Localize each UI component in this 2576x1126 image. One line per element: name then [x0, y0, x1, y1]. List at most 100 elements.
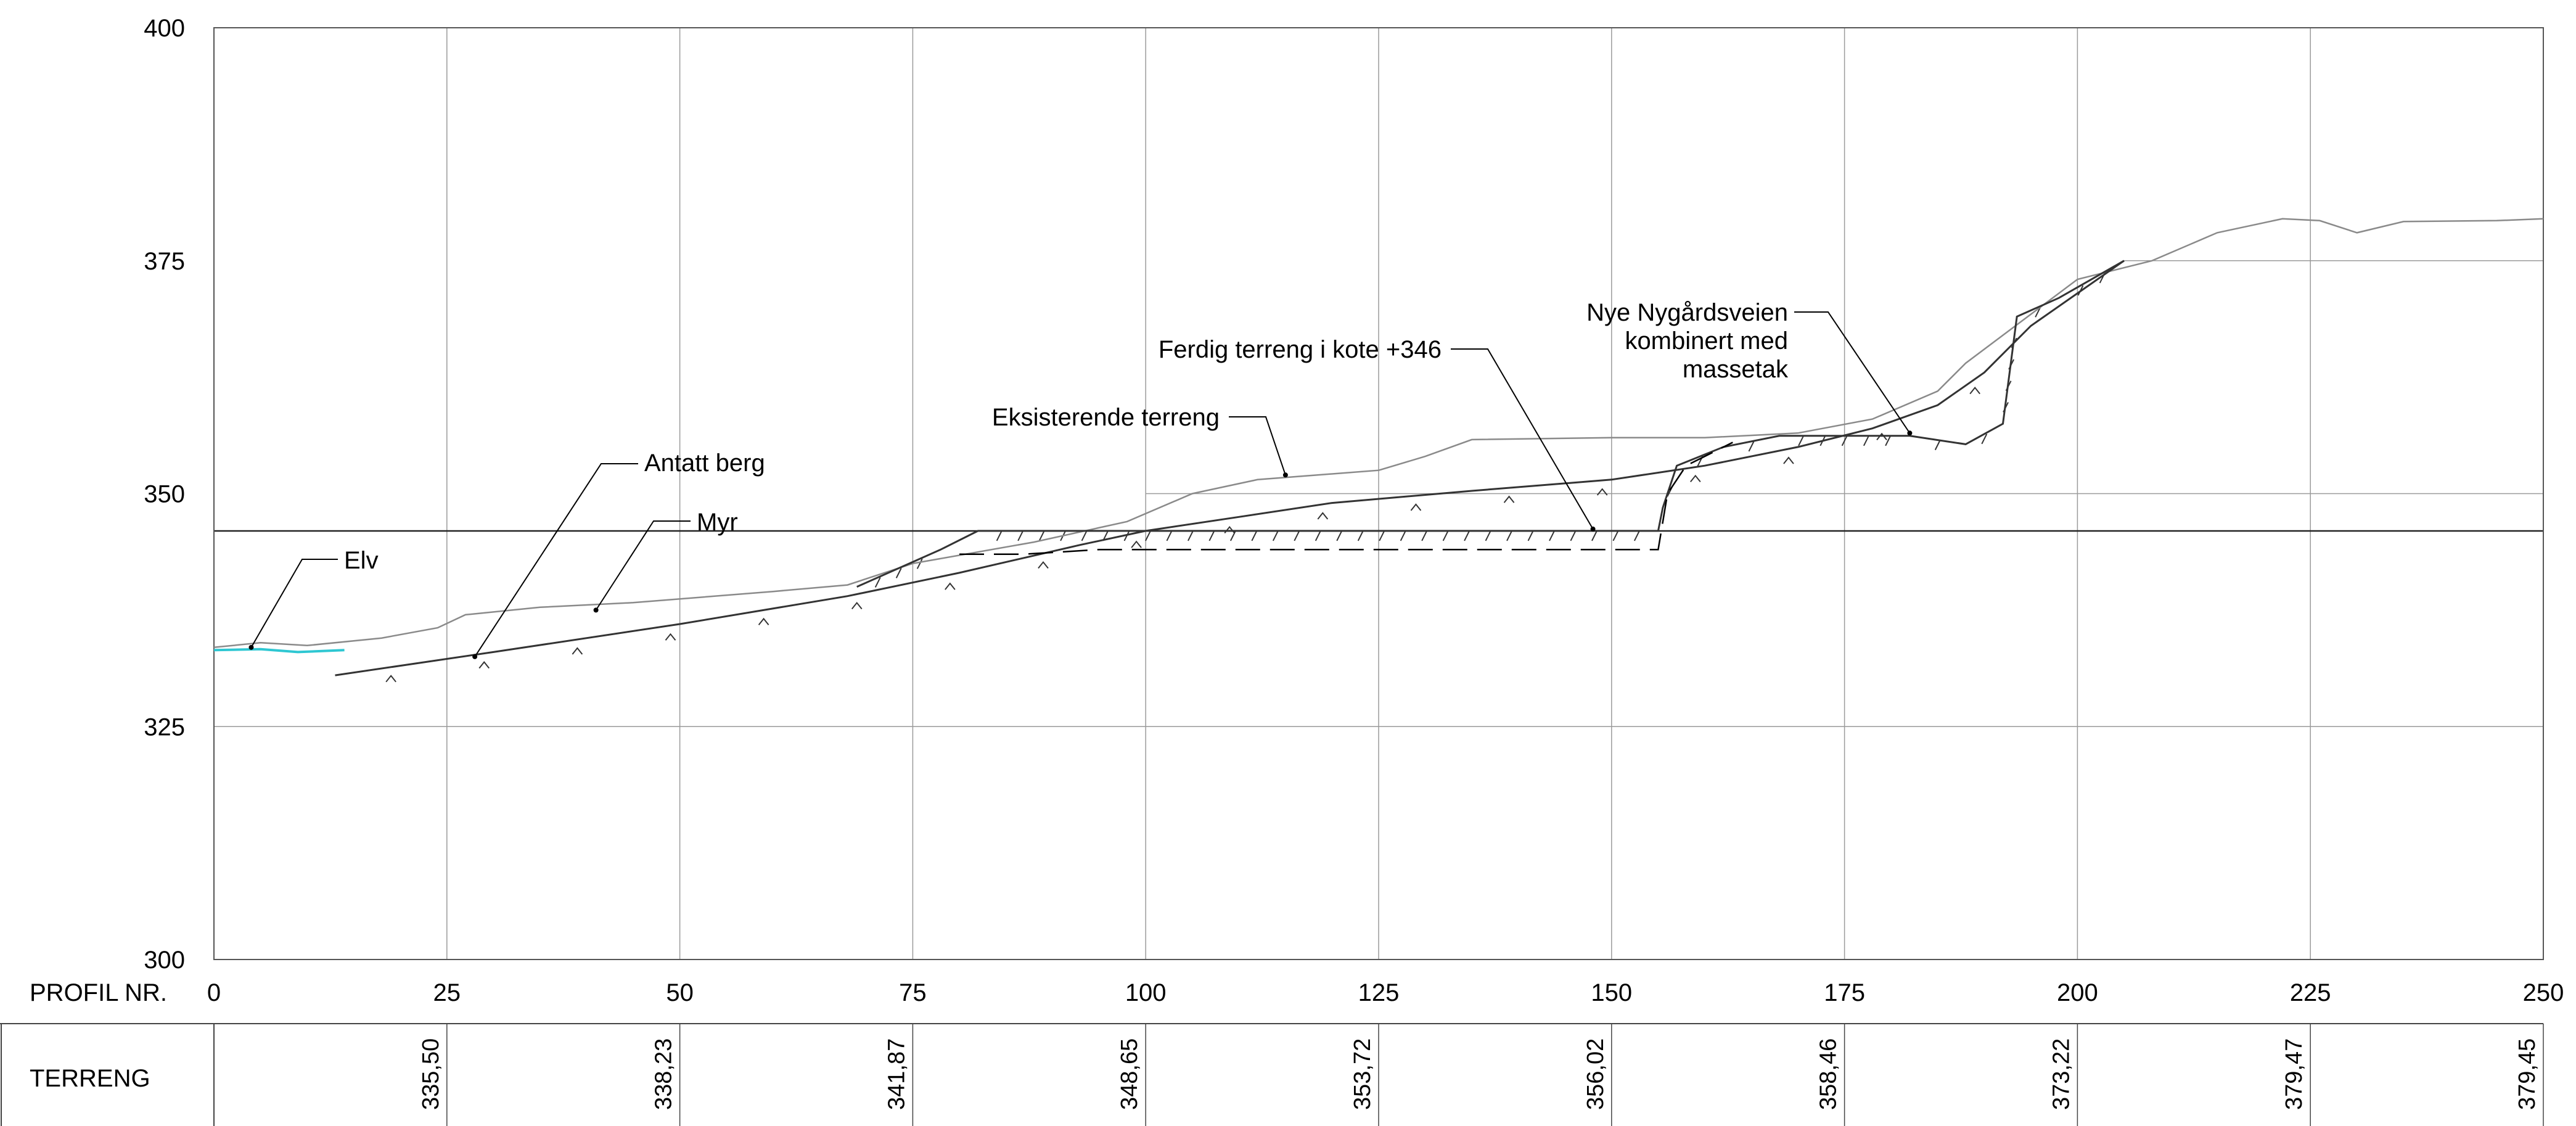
rock-symbol: [1690, 474, 1701, 483]
x-tick-label: 200: [2057, 979, 2098, 1006]
terrain-value: 379,47: [2281, 1038, 2307, 1110]
hatch-mark: [1798, 435, 1804, 446]
x-tick-label: 125: [1358, 979, 1400, 1006]
terrain-value: 373,22: [2048, 1038, 2074, 1110]
leader-eksisterende: [1229, 416, 1286, 475]
terrain-table: [0, 1023, 2544, 1126]
hatch-mark: [1885, 435, 1892, 446]
x-tick-label: 150: [1591, 979, 1632, 1006]
hatch-mark: [874, 577, 881, 588]
series-rock_line: [335, 260, 2125, 676]
leader-antatt_berg: [474, 463, 638, 657]
leader-tip: [472, 654, 478, 659]
annotation-nye: Nye Nygårdsveien: [1586, 299, 1788, 326]
hatch-mark: [1934, 440, 1941, 451]
annotation-elv: Elv: [344, 547, 379, 574]
hatch-mark: [1188, 530, 1194, 541]
terrain-value: 356,02: [1583, 1038, 1609, 1110]
leader-elv: [250, 559, 338, 648]
leader-tip: [248, 644, 254, 650]
x-tick-label: 225: [2290, 979, 2331, 1006]
x-tick-label: 50: [666, 979, 694, 1006]
hatch-mark: [1464, 530, 1470, 541]
series-river: [213, 647, 345, 654]
y-tick-label: 375: [144, 248, 185, 275]
terrain-value: 335,50: [418, 1038, 444, 1110]
plot-frame: [213, 27, 2544, 960]
leader-tip: [1590, 526, 1596, 532]
hatch-mark: [1166, 530, 1173, 541]
hatch-mark: [1570, 530, 1577, 541]
rock-symbol: [572, 647, 583, 655]
hatch-mark: [1081, 530, 1088, 541]
hatch-mark: [996, 530, 1003, 541]
x-tick-label: 250: [2523, 979, 2564, 1006]
hatch-mark: [916, 558, 923, 569]
hatch-mark: [1981, 434, 1988, 445]
annotation-nye: massetak: [1683, 356, 1789, 383]
terrain-value: 341,87: [884, 1038, 909, 1110]
rock-symbol: [1224, 525, 1235, 534]
series-finished_terrain_346: [856, 260, 2125, 588]
hatch-mark: [895, 567, 902, 578]
hatch-mark: [1038, 530, 1045, 541]
hatch-mark: [1549, 530, 1555, 541]
terrain-value: 379,45: [2514, 1038, 2540, 1110]
rock-symbol: [665, 633, 676, 641]
hatch-mark: [1357, 530, 1364, 541]
x-axis-ticks: 0 25 50 75 100 125 150 175 200 225 250: [207, 979, 2564, 1006]
profile-nr-label: PROFIL NR.: [30, 979, 167, 1006]
grid: [214, 28, 2543, 960]
series-excavation_dashed: [959, 442, 1733, 555]
hatch-mark: [1294, 530, 1300, 541]
hatch-mark: [1527, 530, 1534, 541]
x-tick-label: 100: [1125, 979, 1167, 1006]
leader-nye: [1794, 311, 1911, 434]
rock-symbol: [1503, 495, 1515, 503]
terrain-values: 335,50 338,23 341,87 348,65 353,72 356,02 358,…: [418, 1038, 2540, 1110]
hatch-mark: [1336, 530, 1343, 541]
rock-symbol: [758, 617, 769, 626]
x-tick-label: 0: [207, 979, 221, 1006]
rock-symbol: [1596, 488, 1608, 496]
hatch-mark: [1229, 530, 1236, 541]
annotation-nye: kombinert med: [1625, 327, 1788, 355]
leader-tip: [1907, 430, 1913, 436]
hatch-mark: [1506, 530, 1512, 541]
annotation-antatt_berg: Antatt berg: [644, 450, 765, 477]
leader-myr: [595, 520, 691, 610]
hatch-mark: [1251, 530, 1258, 541]
rock-symbol: [385, 675, 396, 683]
x-tick-label: 75: [899, 979, 927, 1006]
terrain-value: 348,65: [1117, 1038, 1142, 1110]
leader-tip: [1282, 472, 1288, 478]
hatch-mark: [1841, 435, 1848, 446]
rock-symbol: [1969, 387, 1980, 395]
hatch-mark: [1315, 530, 1321, 541]
rock-symbol: [1038, 561, 1049, 569]
hatch-mark: [1612, 530, 1619, 541]
hatch-mark: [1145, 530, 1151, 541]
hatch-mark: [1379, 530, 1385, 541]
rock-symbols: [385, 387, 1980, 683]
annotations: Elv Antatt berg Myr Eksisterende terreng Fer…: [248, 299, 1913, 659]
hatch-mark: [1442, 530, 1449, 541]
series-lines: [213, 218, 2544, 676]
hatch-mark: [1863, 435, 1869, 446]
terrain-value: 338,23: [651, 1038, 677, 1110]
hatch-mark: [1748, 441, 1755, 452]
annotation-eksisterende: Eksisterende terreng: [992, 404, 1220, 431]
leader-ferdig: [1451, 348, 1594, 530]
annotation-myr: Myr: [697, 509, 738, 536]
terrain-value: 358,46: [1816, 1038, 1842, 1110]
y-axis-ticks: 300 325 350 375 400: [144, 15, 185, 974]
hatch-mark: [1421, 530, 1428, 541]
series-existing_terrain: [213, 218, 2544, 649]
rock-symbol: [945, 582, 956, 590]
rock-symbol: [851, 601, 863, 610]
hatch-mark: [1485, 530, 1491, 541]
annotation-ferdig: Ferdig terreng i kote +346: [1159, 336, 1442, 363]
terrain-label: TERRENG: [30, 1065, 150, 1092]
y-tick-label: 350: [144, 481, 185, 508]
